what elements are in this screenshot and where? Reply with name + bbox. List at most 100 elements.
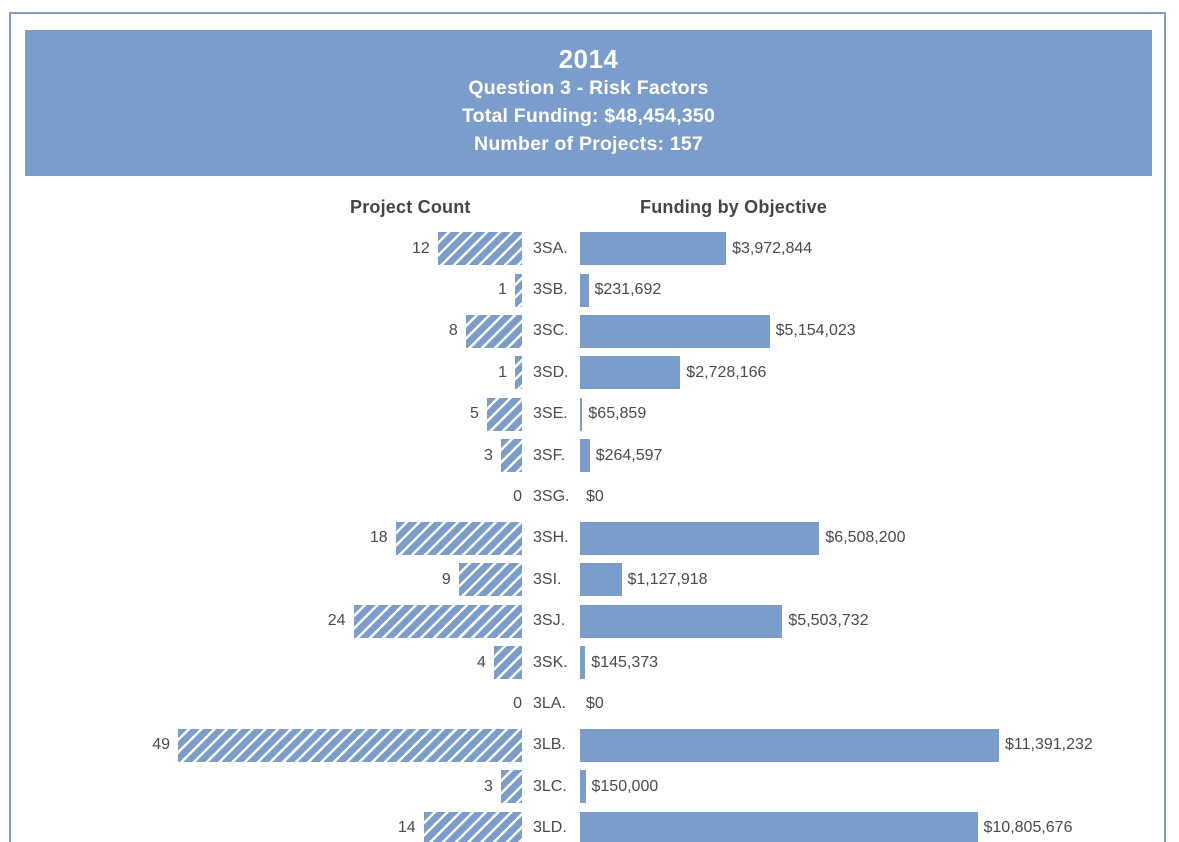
- project-count-value: 24: [327, 612, 346, 630]
- funding-value: $1,127,918: [627, 570, 708, 588]
- report-project-count: Number of Projects: 157: [474, 133, 703, 155]
- funding-bar: [580, 314, 770, 348]
- count-column-header: Project Count: [350, 197, 471, 217]
- funding-bar: [580, 232, 727, 266]
- funding-value: $5,154,023: [775, 322, 856, 340]
- objective-label: 3SJ.: [533, 612, 566, 630]
- funding-value: $65,859: [588, 405, 647, 423]
- project-count-bar: [178, 728, 522, 762]
- project-count-value: 49: [152, 736, 170, 754]
- funding-bar: [580, 439, 590, 473]
- project-count-bar: [486, 397, 522, 431]
- project-count-value: 0: [513, 488, 522, 506]
- funding-value: $264,597: [595, 446, 663, 464]
- funding-area: $150,000: [580, 770, 1179, 804]
- project-count-area: 8: [0, 314, 522, 348]
- project-count-value: 12: [412, 239, 430, 257]
- project-count-area: 18: [0, 521, 522, 555]
- project-count-area: 3: [0, 770, 522, 804]
- report-year: 2014: [558, 44, 619, 74]
- project-count-bar: [500, 439, 522, 473]
- chart-row: 9 3SI. $1,127,918: [0, 559, 1179, 600]
- report-header: 2014 Question 3 - Risk Factors Total Fun…: [25, 30, 1152, 176]
- project-count-value: 14: [397, 819, 416, 837]
- funding-area: $11,391,232: [580, 728, 1179, 762]
- funding-value: $0: [586, 488, 604, 506]
- funding-value: $6,508,200: [825, 529, 906, 547]
- chart: Project Count Funding by Objective 12 3SA…: [0, 197, 1179, 842]
- project-count-area: 14: [0, 811, 522, 842]
- project-count-value: 8: [448, 322, 458, 340]
- project-count-area: 1: [0, 356, 522, 390]
- project-count-area: 5: [0, 397, 522, 431]
- project-count-area: 0: [0, 488, 522, 506]
- project-count-value: 1: [498, 363, 507, 381]
- project-count-area: 49: [0, 728, 522, 762]
- funding-value: $10,805,676: [983, 819, 1073, 837]
- funding-area: $0: [580, 687, 1179, 720]
- funding-area: $231,692: [580, 273, 1179, 307]
- objective-label: 3SF.: [533, 446, 566, 464]
- funding-value: $11,391,232: [1005, 736, 1093, 754]
- project-count-area: 24: [0, 604, 522, 638]
- chart-row: 1 3SB. $231,692: [0, 269, 1179, 310]
- chart-row: 1 3SD. $2,728,166: [0, 352, 1179, 393]
- project-count-value: 1: [498, 281, 507, 299]
- project-count-bar: [493, 646, 522, 680]
- objective-label: 3SK.: [533, 653, 568, 671]
- funding-value: $2,728,166: [686, 363, 767, 381]
- funding-column-header: Funding by Objective: [640, 197, 828, 217]
- project-count-bar: [353, 604, 522, 638]
- project-count-area: 1: [0, 273, 522, 307]
- project-count-bar: [437, 232, 522, 266]
- chart-row: 4 3SK. $145,373: [0, 642, 1179, 683]
- funding-area: $10,805,676: [580, 811, 1179, 842]
- chart-row: 0 3SG. $0: [0, 476, 1179, 517]
- chart-row: 0 3LA. $0: [0, 683, 1179, 724]
- project-count-bar: [515, 356, 522, 390]
- funding-area: $1,127,918: [580, 563, 1179, 597]
- funding-bar: [580, 521, 820, 555]
- report-title: Question 3 - Risk Factors: [468, 77, 709, 99]
- objective-label: 3SG.: [533, 488, 570, 506]
- funding-bar: [580, 604, 783, 638]
- project-count-area: 4: [0, 646, 522, 680]
- funding-area: $6,508,200: [580, 521, 1179, 555]
- objective-label: 3LC.: [533, 777, 567, 795]
- objective-label: 3SA.: [533, 239, 568, 257]
- objective-label: 3LB.: [533, 736, 566, 754]
- project-count-bar: [500, 770, 522, 804]
- funding-value: $150,000: [591, 777, 659, 795]
- project-count-bar: [465, 314, 522, 348]
- project-count-area: 0: [0, 695, 522, 713]
- funding-area: $65,859: [580, 397, 1179, 431]
- chart-row: 24 3SJ. $5,503,732: [0, 601, 1179, 642]
- funding-bar: [580, 770, 586, 804]
- funding-area: $264,597: [580, 439, 1179, 473]
- funding-bar: [580, 397, 583, 431]
- funding-area: $145,373: [580, 646, 1179, 680]
- project-count-value: 18: [369, 529, 388, 547]
- funding-bar: [580, 273, 589, 307]
- funding-bar: [580, 563, 622, 597]
- project-count-area: 12: [0, 232, 522, 266]
- chart-row: 8 3SC. $5,154,023: [0, 311, 1179, 352]
- funding-value: $145,373: [591, 653, 659, 671]
- funding-bar: [580, 811, 978, 842]
- chart-row: 3 3SF. $264,597: [0, 435, 1179, 476]
- funding-area: $2,728,166: [580, 356, 1179, 390]
- chart-row: 49 3LB. $11,391,232: [0, 725, 1179, 766]
- report-total-funding: Total Funding: $48,454,350: [462, 105, 715, 127]
- funding-bar: [580, 356, 681, 390]
- project-count-value: 9: [441, 570, 451, 588]
- project-count-area: 3: [0, 439, 522, 473]
- project-count-bar: [515, 273, 522, 307]
- project-count-bar: [395, 521, 522, 555]
- funding-bar: [580, 646, 586, 680]
- project-count-value: 3: [484, 446, 493, 464]
- objective-label: 3LD.: [533, 819, 567, 837]
- objective-label: 3SB.: [533, 281, 568, 299]
- funding-area: $5,154,023: [580, 314, 1179, 348]
- funding-value: $3,972,844: [732, 239, 813, 257]
